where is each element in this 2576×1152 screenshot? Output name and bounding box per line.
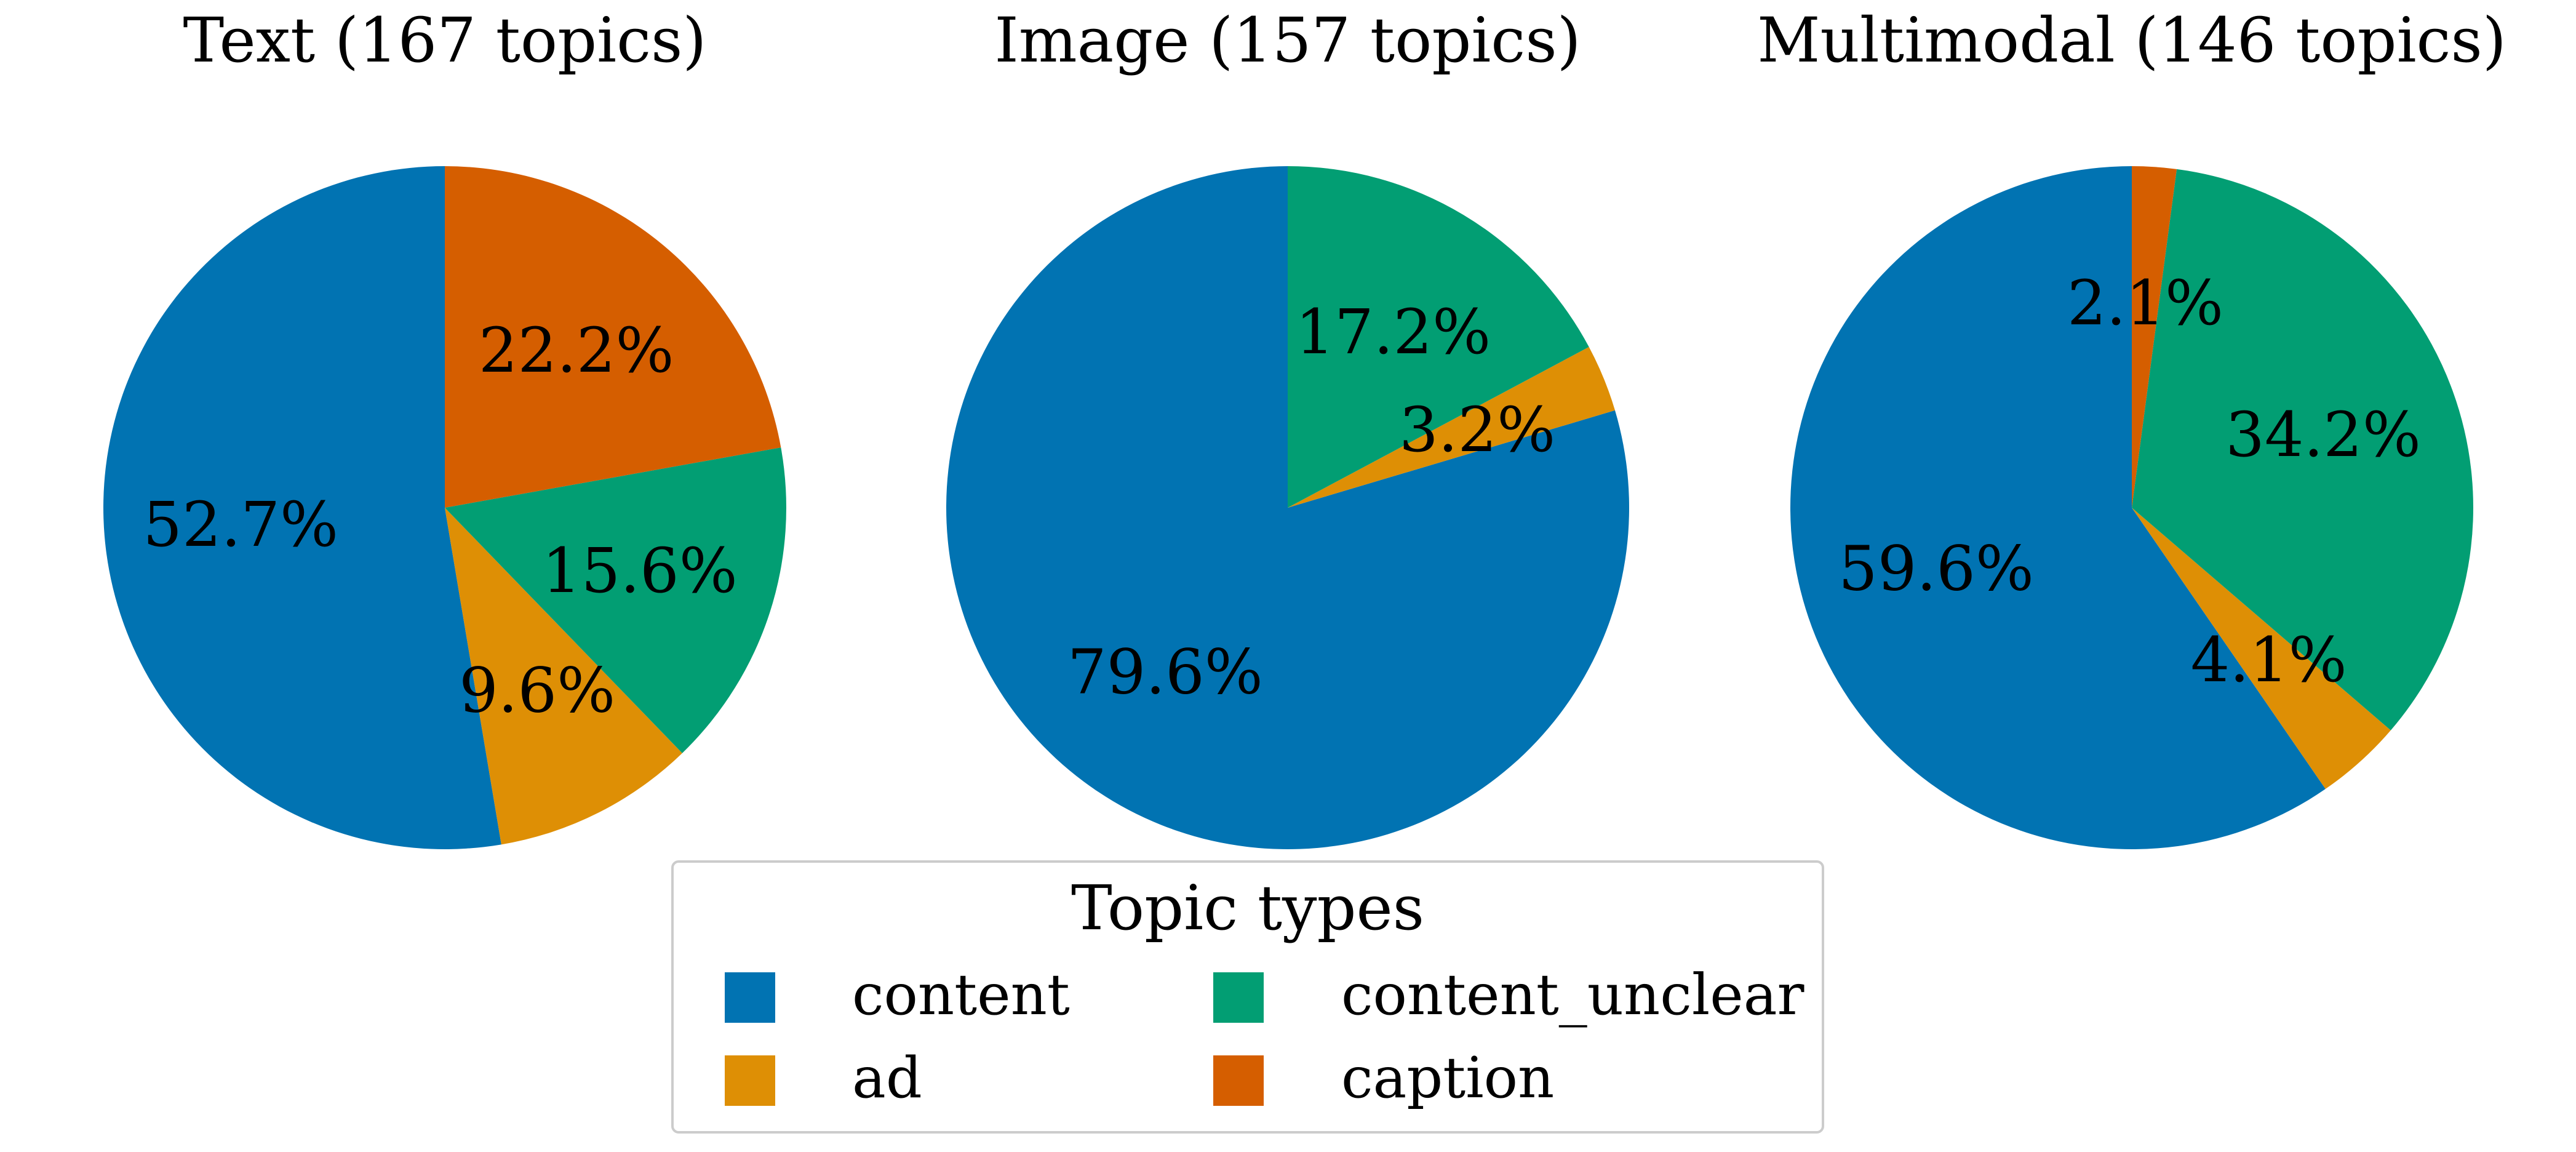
pie-2-slice-ad (1288, 346, 1615, 508)
pie-2-slice-content-unclear (1288, 166, 1589, 508)
pie-3-slice-ad (2132, 508, 2391, 790)
pie-1-label-content: 52.7% (143, 489, 338, 561)
legend-label-content: content (852, 962, 1070, 1028)
legend-label-ad: ad (852, 1045, 922, 1111)
pie-1-slice-content (103, 166, 501, 849)
pie-3-slice-content-unclear (2132, 169, 2474, 730)
pie-2-title: Image (157 topics) (994, 4, 1581, 76)
pie-1-slice-content-unclear (445, 447, 787, 753)
pie-3-label-caption: 2.1% (2067, 267, 2223, 339)
legend-swatch-ad (725, 1055, 775, 1106)
pie-1-slice-ad (445, 508, 682, 845)
pie-3-label-content-unclear: 34.2% (2225, 399, 2421, 471)
legend: Topic types content ad content_unclear c… (671, 860, 1824, 1134)
pie-3: 59.6% 4.1% 34.2%2.1% Multimodal (146 topics… (1757, 4, 2506, 850)
pie-3-slice-content (1790, 166, 2326, 850)
pie-1-label-ad: 9.6% (459, 655, 615, 727)
pie-1-title: Text (167 topics) (183, 4, 707, 76)
pie-3-slice-caption (2132, 166, 2177, 508)
legend-swatch-caption (1213, 1055, 1264, 1106)
pie-3-label-ad: 4.1% (2191, 624, 2347, 696)
pie-2-label-ad: 3.2% (1399, 394, 1555, 466)
legend-swatch-content-unclear (1213, 972, 1264, 1023)
pie-2: 79.6% 3.2% 17.2% Image (157 topics) (946, 4, 1630, 849)
legend-label-content-unclear: content_unclear (1341, 962, 1804, 1028)
pie-3-title: Multimodal (146 topics) (1757, 4, 2506, 76)
pie-1-slice-caption (445, 166, 781, 508)
pie-1-label-caption: 22.2% (479, 314, 674, 386)
pie-1: 52.7% 9.6% 15.6% 22.2% Text (167 topics) (103, 4, 787, 849)
pie-3-label-content: 59.6% (1838, 532, 2034, 604)
pies-layer: 52.7% 9.6% 15.6% 22.2% Text (167 topics) 79.6… (103, 4, 2506, 850)
pie-2-label-content: 79.6% (1067, 636, 1263, 708)
legend-title: Topic types (1071, 872, 1424, 944)
pie-1-label-content-unclear: 15.6% (542, 535, 738, 607)
legend-swatch-content (725, 972, 775, 1023)
pie-2-slice-content (946, 166, 1630, 849)
pie-2-label-content-unclear: 17.2% (1295, 296, 1491, 368)
legend-label-caption: caption (1341, 1045, 1554, 1111)
